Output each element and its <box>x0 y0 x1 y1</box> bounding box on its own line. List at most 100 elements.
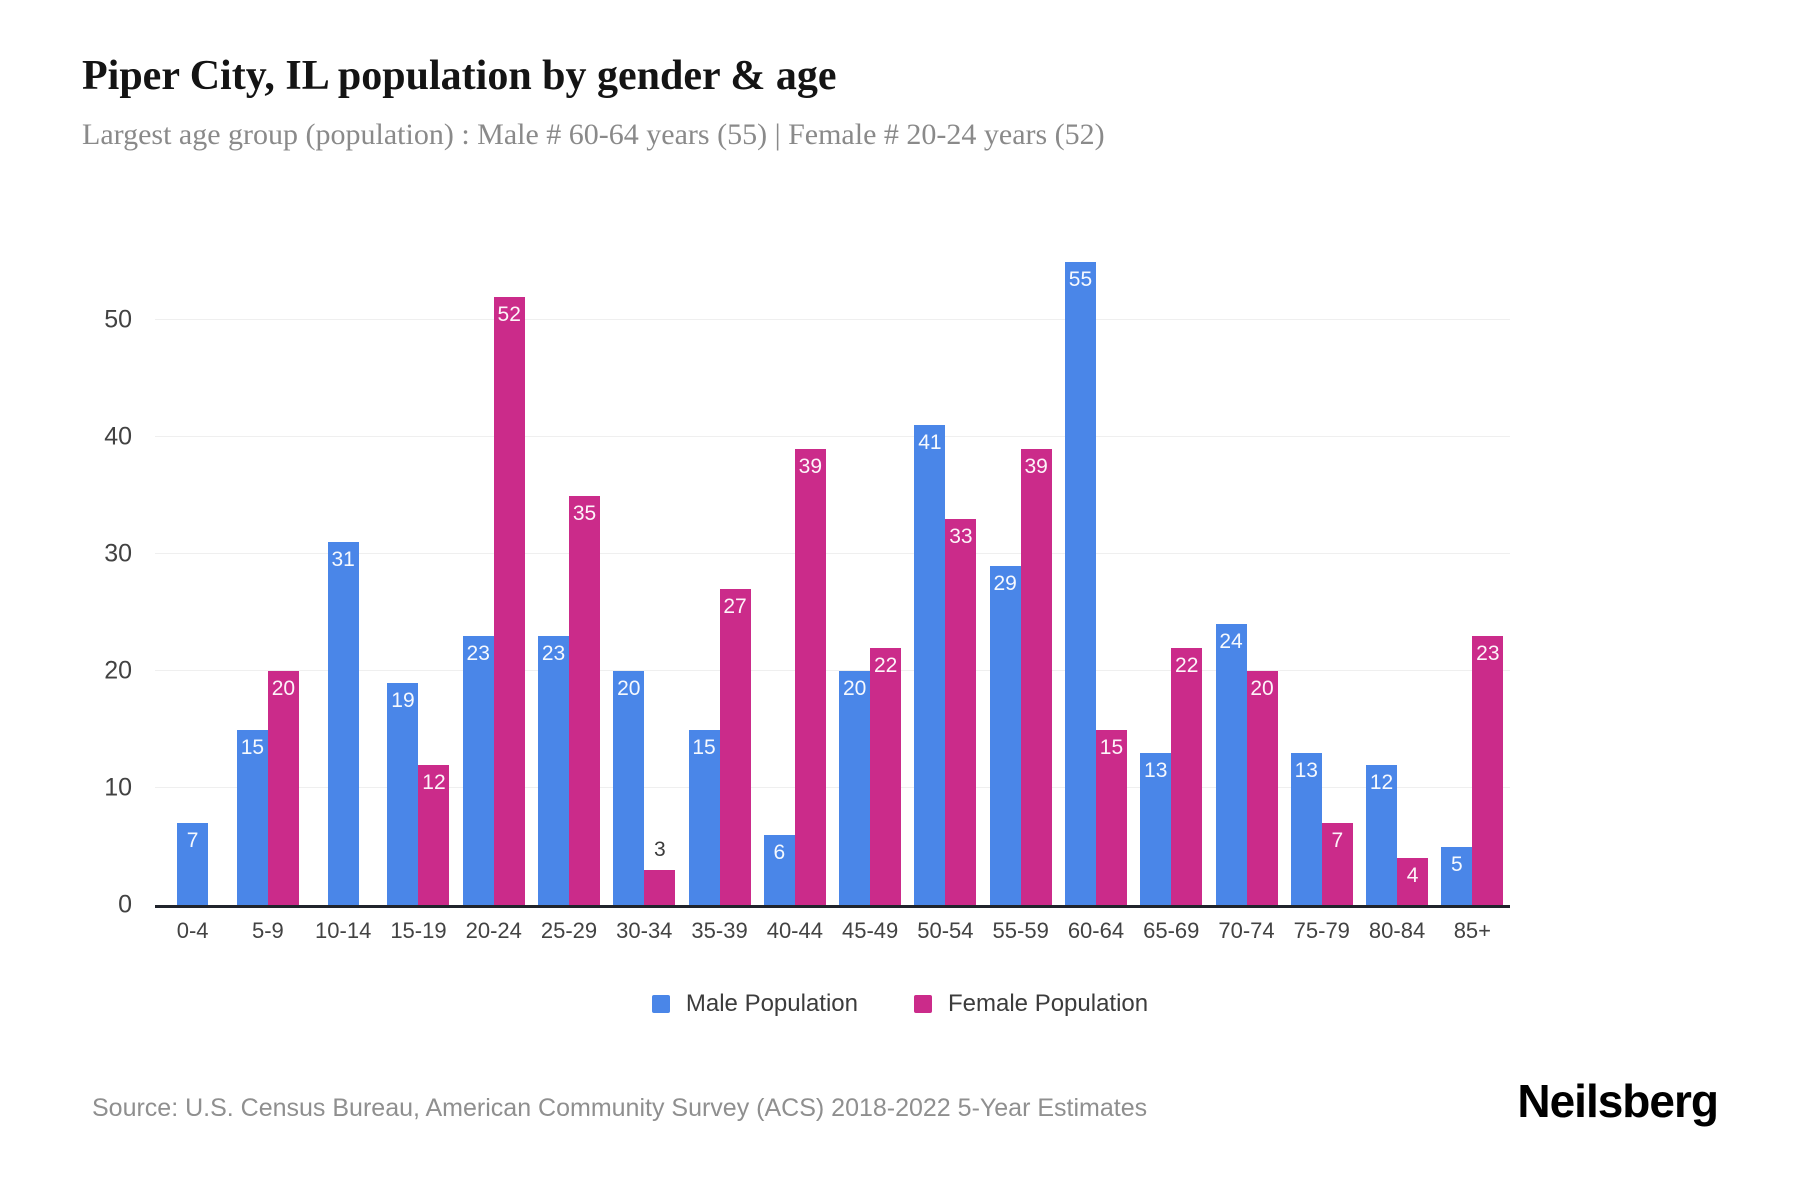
male-bar-30-34: 20 <box>613 671 645 905</box>
bar-value-label: 5 <box>1451 852 1463 876</box>
female-bar-35-39: 27 <box>719 589 751 905</box>
x-tick-label: 0-4 <box>176 918 209 943</box>
x-tick-label: 15-19 <box>390 918 447 943</box>
bar-value-label: 12 <box>1369 770 1394 794</box>
bar-value-label: 23 <box>541 641 566 665</box>
male-bar-0-4: 7 <box>177 823 209 905</box>
bar-group-65-69: 13 22 <box>1134 258 1209 905</box>
y-axis: 0 10 20 30 40 50 <box>80 258 140 919</box>
bar-value-label: 41 <box>918 431 942 455</box>
male-bar-25-29: 23 <box>538 635 569 905</box>
x-tick-label: 30-34 <box>616 918 673 943</box>
male-bar-15-19: 19 <box>387 682 419 905</box>
bar-value-label: 27 <box>723 595 747 619</box>
bar-group-20-24: 23 52 <box>456 258 531 905</box>
bar-value-label: 15 <box>1099 735 1124 759</box>
bar-group-15-19: 19 12 <box>381 258 456 905</box>
bar-value-label: 23 <box>1476 641 1500 665</box>
x-tick-label: 45-49 <box>841 918 899 943</box>
bar-group-75-79: 13 7 <box>1284 258 1359 905</box>
x-tick-label: 20-24 <box>465 918 522 943</box>
female-bar-80-84: 4 <box>1397 858 1429 905</box>
x-tick-label: 65-69 <box>1143 918 1200 943</box>
x-tick-label: 60-64 <box>1067 918 1125 943</box>
y-tick-label: 20 <box>104 656 132 685</box>
bar-group-55-59: 29 39 <box>983 258 1058 905</box>
female-bar-5-9: 20 <box>267 671 299 905</box>
chart-title: Piper City, IL population by gender & ag… <box>82 53 837 99</box>
x-tick-label: 50-54 <box>917 918 974 943</box>
gridline <box>155 436 1510 437</box>
bar-value-label: 35 <box>572 501 597 525</box>
male-bar-45-49: 20 <box>839 671 871 905</box>
source-attribution: Source: U.S. Census Bureau, American Com… <box>92 1094 1148 1122</box>
bar-value-label: 52 <box>497 302 521 326</box>
female-bar-30-34: 3 <box>644 838 676 905</box>
y-tick-label: 40 <box>104 422 132 451</box>
bar-value-label: 12 <box>422 770 446 794</box>
bar-value-label: 55 <box>1068 267 1093 291</box>
male-bar-10-14: 31 <box>327 542 359 905</box>
bar-group-45-49: 20 22 <box>833 258 908 905</box>
female-bar-45-49: 22 <box>870 647 902 905</box>
bar-value-label: 31 <box>331 548 355 572</box>
female-bar-50-54: 33 <box>945 518 977 905</box>
gridline <box>155 553 1510 554</box>
male-bar-50-54: 41 <box>914 425 946 905</box>
bar-group-80-84: 12 4 <box>1359 258 1434 905</box>
male-bar-65-69: 13 <box>1140 752 1172 905</box>
bar-chart: 0 10 20 30 40 50 7 15 20 31 19 12 23 52 23 35 20 3 15 27 6 3… <box>80 258 1520 958</box>
x-tick-label: 25-29 <box>540 918 598 943</box>
bar-group-70-74: 24 20 <box>1209 258 1284 905</box>
y-tick-label: 30 <box>104 539 132 568</box>
bar-group-0-4: 7 <box>155 258 230 905</box>
female-bar-70-74: 20 <box>1246 671 1278 905</box>
bar-value-label: 33 <box>949 524 973 548</box>
male-legend-label: Male Population <box>685 990 858 1017</box>
female-bar-40-44: 39 <box>794 448 826 905</box>
male-bar-20-24: 23 <box>462 635 494 905</box>
male-bar-85+: 5 <box>1441 846 1473 905</box>
male-bar-80-84: 12 <box>1366 764 1398 905</box>
female-bar-20-24: 52 <box>493 296 525 905</box>
male-bar-70-74: 24 <box>1215 624 1247 905</box>
bar-group-85+: 5 23 <box>1435 258 1510 905</box>
x-tick-label: 10-14 <box>315 918 372 943</box>
bar-value-label: 13 <box>1294 758 1318 782</box>
bar-value-label: 23 <box>466 641 490 665</box>
female-bar-15-19: 12 <box>418 764 450 905</box>
bar-group-50-54: 41 33 <box>908 258 983 905</box>
female-bar-65-69: 22 <box>1171 647 1203 905</box>
bar-value-label: 15 <box>692 735 716 759</box>
bar-value-label: 20 <box>842 677 867 700</box>
x-tick-label: 70-74 <box>1218 918 1275 943</box>
x-tick-label: 75-79 <box>1293 918 1350 943</box>
x-axis: 0-4 5-9 10-14 15-19 20-24 25-29 30-34 35-39 40-4… <box>155 918 1510 954</box>
bar-value-label: 7 <box>1331 829 1344 853</box>
neilsberg-logo: Neilsberg <box>1517 1075 1719 1127</box>
male-bar-5-9: 15 <box>236 729 268 905</box>
bar-group-60-64: 55 15 <box>1058 258 1133 905</box>
gridline <box>155 670 1510 671</box>
male-bar-60-64: 55 <box>1064 261 1096 905</box>
y-tick-label: 0 <box>118 890 132 919</box>
bar-value-label: 39 <box>1024 454 1048 478</box>
x-tick-label: 55-59 <box>992 918 1049 943</box>
bar-value-label: 29 <box>993 571 1017 595</box>
bar-value-label: 3 <box>653 837 666 861</box>
gridline <box>155 319 1510 320</box>
bar-group-35-39: 15 27 <box>682 258 757 905</box>
x-tick-label: 80-84 <box>1368 918 1426 943</box>
bar-value-label: 22 <box>873 653 898 677</box>
female-legend-label: Female Population <box>948 990 1149 1017</box>
gridline <box>155 787 1510 788</box>
male-bar-35-39: 15 <box>688 729 720 905</box>
bar-group-40-44: 6 39 <box>757 258 832 905</box>
bar-value-label: 19 <box>391 688 415 712</box>
bar-value-label: 22 <box>1175 653 1199 677</box>
bar-value-label: 6 <box>773 840 786 864</box>
bar-group-25-29: 23 35 <box>531 258 606 905</box>
male-bar-55-59: 29 <box>989 565 1021 905</box>
bar-group-10-14: 31 <box>306 258 381 905</box>
